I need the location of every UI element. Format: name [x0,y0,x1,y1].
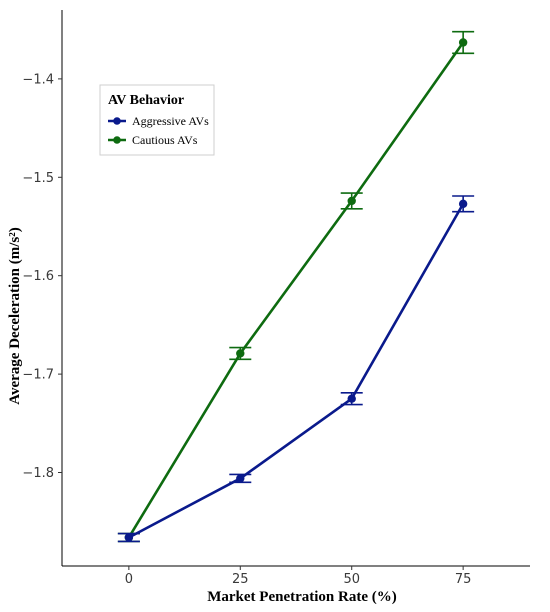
legend-swatch-point [113,117,121,125]
legend-item-label: Aggressive AVs [132,114,209,128]
data-point [347,394,356,403]
y-tick-label: −1.5 [22,171,54,186]
legend-item-label: Cautious AVs [132,133,198,147]
x-tick-label: 0 [125,572,133,587]
data-point [458,199,468,209]
x-tick-label: 75 [455,572,472,587]
series-aggressive-avs [117,195,475,543]
y-tick-label: −1.4 [22,72,54,87]
legend-item-cautious: Cautious AVs [108,133,198,147]
y-tick-label: −1.8 [22,466,54,481]
series-line [127,41,465,539]
x-ticks: 0 25 50 75 [125,566,472,587]
y-tick-label: −1.7 [22,368,54,383]
axes [61,10,530,567]
legend: AV Behavior Aggressive AVs Cautious AVs [99,84,215,156]
x-tick-label: 50 [343,572,360,587]
data-point [236,474,245,483]
data-point [124,533,134,542]
legend-swatch-point [113,136,121,144]
y-tick-label: −1.6 [22,269,54,284]
y-ticks: −1.8 −1.7 −1.6 −1.5 −1.4 [22,72,62,481]
series-layer [117,30,475,543]
data-point [347,196,356,206]
x-tick-label: 25 [232,572,249,587]
series-line [128,203,465,539]
data-point [458,38,468,47]
x-axis-title: Market Penetration Rate (%) [207,589,397,605]
legend-item-aggressive: Aggressive AVs [108,114,209,128]
y-axis-title: Average Deceleration (m/s²) [7,227,23,404]
legend-title: AV Behavior [108,93,184,108]
data-point [236,349,245,358]
